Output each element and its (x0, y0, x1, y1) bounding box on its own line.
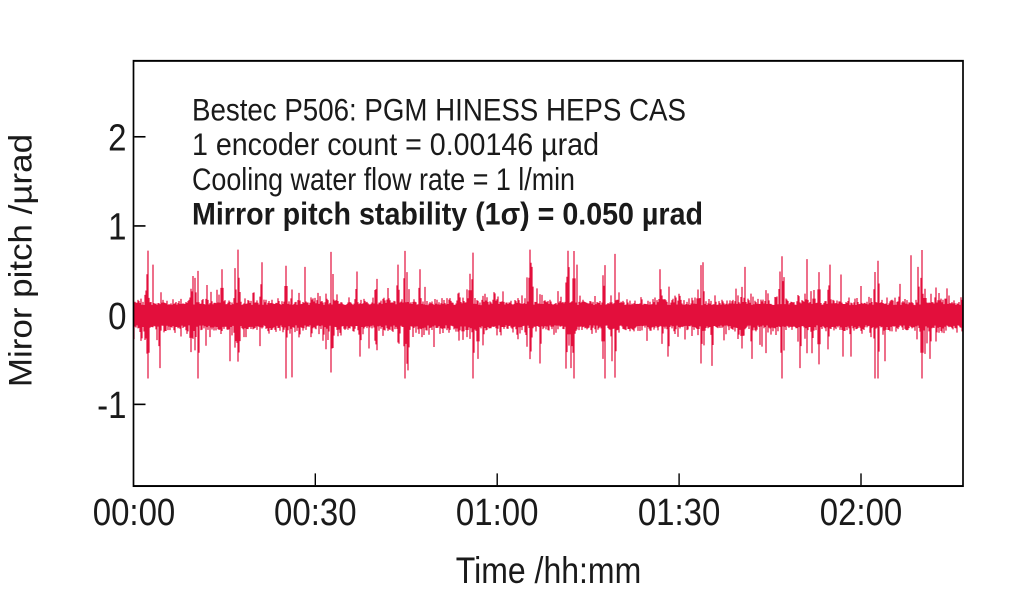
svg-text:00:00: 00:00 (93, 491, 176, 534)
svg-text:Miror pitch /µrad: Miror pitch /µrad (4, 134, 39, 387)
svg-text:1: 1 (108, 206, 126, 249)
svg-text:02:00: 02:00 (820, 491, 903, 534)
svg-text:00:30: 00:30 (274, 491, 357, 534)
svg-text:2: 2 (108, 116, 126, 159)
svg-text:0: 0 (108, 295, 126, 338)
svg-text:Bestec P506: PGM HINESS HEPS C: Bestec P506: PGM HINESS HEPS CAS (192, 93, 686, 128)
svg-text:01:30: 01:30 (638, 491, 721, 534)
svg-text:Mirror pitch stability (1σ) =: Mirror pitch stability (1σ) = 0.050 µrad (192, 197, 703, 232)
svg-text:Time /hh:mm: Time /hh:mm (456, 551, 641, 589)
svg-text:1 encoder count = 0.00146 µrad: 1 encoder count = 0.00146 µrad (192, 127, 599, 162)
svg-text:01:00: 01:00 (456, 491, 539, 534)
svg-text:-1: -1 (97, 384, 126, 427)
svg-text:Cooling water flow rate = 1 l/: Cooling water flow rate = 1 l/min (192, 162, 575, 197)
